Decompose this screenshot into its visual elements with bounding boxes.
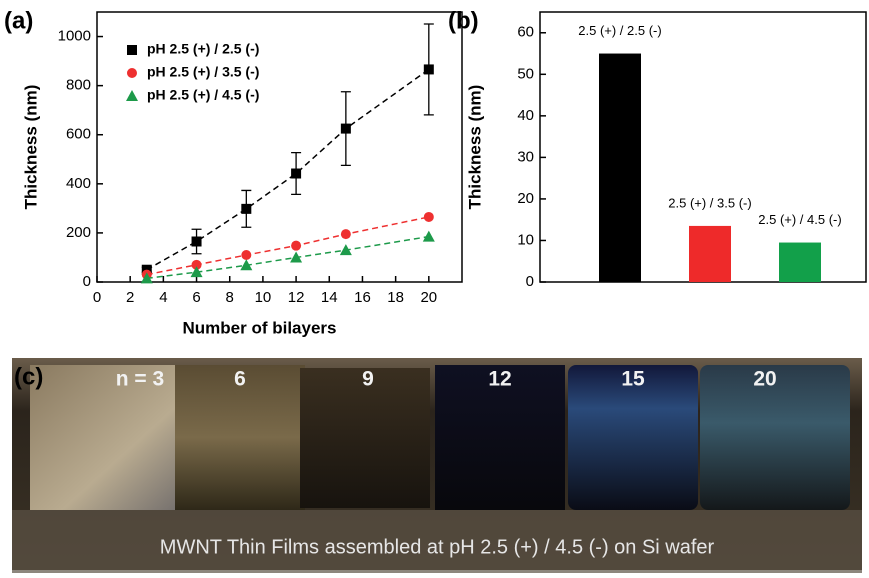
sample-label: 15 [621,368,645,391]
x-tick-label: 16 [354,289,371,306]
x-tick-label: 8 [226,289,234,306]
marker [341,124,351,134]
bar [599,54,641,282]
y-tick-label: 60 [517,24,534,41]
legend-label: pH 2.5 (+) / 2.5 (-) [147,41,259,57]
x-tick-label: 4 [159,289,167,306]
sample-label: 9 [362,368,374,391]
y-tick-label: 400 [66,175,91,192]
x-tick-label: 10 [255,289,272,306]
panel-label: (a) [4,7,33,34]
sample-label: 6 [234,368,246,391]
bar-label: 2.5 (+) / 2.5 (-) [578,23,661,38]
y-tick-label: 40 [517,107,534,124]
y-tick-label: 1000 [58,28,91,45]
y-tick-label: 20 [517,190,534,207]
y-axis-label: Thickness (nm) [21,85,40,210]
legend-marker [127,68,137,78]
legend-label: pH 2.5 (+) / 4.5 (-) [147,87,259,103]
sample-label: 12 [488,368,511,391]
x-tick-label: 14 [321,289,338,306]
x-tick-label: 6 [192,289,200,306]
bar-label: 2.5 (+) / 3.5 (-) [668,195,751,210]
trend-line [147,237,429,279]
marker [291,241,301,251]
x-tick-label: 2 [126,289,134,306]
wafer [30,365,190,510]
legend-marker [127,45,137,55]
sample-label: 20 [753,368,776,391]
x-axis-label: Number of bilayers [183,318,337,337]
marker [423,231,435,242]
bar-label: 2.5 (+) / 4.5 (-) [758,212,841,227]
panel-label: (b) [448,7,479,34]
marker [291,169,301,179]
trend-line [147,217,429,275]
legend-marker [126,90,138,101]
y-tick-label: 200 [66,224,91,241]
marker [341,229,351,239]
y-tick-label: 800 [66,77,91,94]
photo-caption: MWNT Thin Films assembled at pH 2.5 (+) … [160,536,715,558]
y-tick-label: 50 [517,65,534,82]
marker [241,204,251,214]
marker [424,64,434,74]
y-tick-label: 10 [517,231,534,248]
x-tick-label: 12 [288,289,305,306]
bar [779,243,821,282]
panel-label: (c) [14,363,43,390]
y-tick-label: 30 [517,148,534,165]
y-axis-label: Thickness (nm) [465,85,484,210]
x-tick-label: 18 [387,289,404,306]
marker [192,237,202,247]
marker [424,212,434,222]
y-tick-label: 0 [526,273,534,290]
photo: (c) n = 3 6 9 12 15 20 MWNT Thin Films a… [12,358,862,573]
sample-label: n = 3 [116,368,164,391]
y-tick-label: 0 [83,273,91,290]
legend-label: pH 2.5 (+) / 3.5 (-) [147,64,259,80]
x-tick-label: 20 [420,289,437,306]
figure: (c) n = 3 6 9 12 15 20 MWNT Thin Films a… [0,0,869,573]
bar [689,226,731,282]
marker [241,250,251,260]
x-tick-label: 0 [93,289,101,306]
y-tick-label: 600 [66,126,91,143]
